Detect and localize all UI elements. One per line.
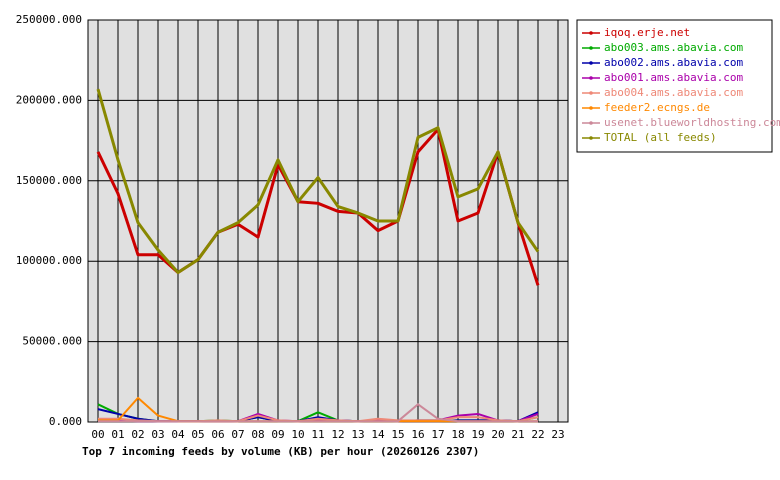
x-tick-label: 15 — [391, 428, 404, 441]
x-tick-label: 23 — [551, 428, 564, 441]
x-tick-label: 08 — [251, 428, 264, 441]
legend — [576, 19, 773, 153]
x-tick-label: 11 — [311, 428, 324, 441]
x-tick-label: 01 — [111, 428, 124, 441]
x-tick-label: 03 — [151, 428, 164, 441]
legend-label: iqoq.erje.net — [604, 26, 690, 39]
x-tick-label: 10 — [291, 428, 304, 441]
y-tick-label: 0.000 — [49, 415, 82, 428]
x-tick-label: 16 — [411, 428, 424, 441]
x-tick-label: 22 — [531, 428, 544, 441]
y-tick-label: 200000.000 — [16, 93, 82, 106]
legend-label: abo001.ams.abavia.com — [604, 71, 743, 84]
legend-marker — [589, 76, 593, 80]
legend-label: abo004.ams.abavia.com — [604, 86, 743, 99]
y-tick-label: 50000.000 — [22, 335, 82, 348]
x-tick-label: 13 — [351, 428, 364, 441]
legend-label: feeder2.ecngs.de — [604, 101, 710, 114]
legend-label: usenet.blueworldhosting.com — [604, 116, 780, 129]
x-tick-label: 06 — [211, 428, 224, 441]
legend-marker — [589, 46, 593, 50]
plot-area — [88, 20, 568, 422]
legend-marker — [589, 31, 593, 35]
x-tick-label: 00 — [91, 428, 104, 441]
x-tick-label: 09 — [271, 428, 284, 441]
x-tick-label: 17 — [431, 428, 444, 441]
legend-label: abo003.ams.abavia.com — [604, 41, 743, 54]
x-tick-label: 04 — [171, 428, 185, 441]
x-tick-label: 18 — [451, 428, 464, 441]
legend-label: abo002.ams.abavia.com — [604, 56, 743, 69]
legend-marker — [589, 106, 593, 110]
x-tick-label: 07 — [231, 428, 244, 441]
x-tick-label: 02 — [131, 428, 144, 441]
series-line — [96, 88, 540, 274]
y-tick-label: 100000.000 — [16, 254, 82, 267]
x-tick-label: 05 — [191, 428, 204, 441]
x-tick-label: 14 — [371, 428, 385, 441]
x-tick-label: 19 — [471, 428, 484, 441]
series-line — [98, 403, 538, 423]
legend-label: TOTAL (all feeds) — [604, 131, 717, 144]
chart-title: Top 7 incoming feeds by volume (KB) per … — [82, 445, 479, 458]
legend-marker — [589, 136, 593, 140]
legend-marker — [589, 121, 593, 125]
y-tick-label: 150000.000 — [16, 174, 82, 187]
x-tick-label: 12 — [331, 428, 344, 441]
x-tick-label: 21 — [511, 428, 524, 441]
x-tick-label: 20 — [491, 428, 504, 441]
legend-marker — [589, 91, 593, 95]
legend-marker — [589, 61, 593, 65]
y-tick-label: 250000.000 — [16, 13, 82, 26]
